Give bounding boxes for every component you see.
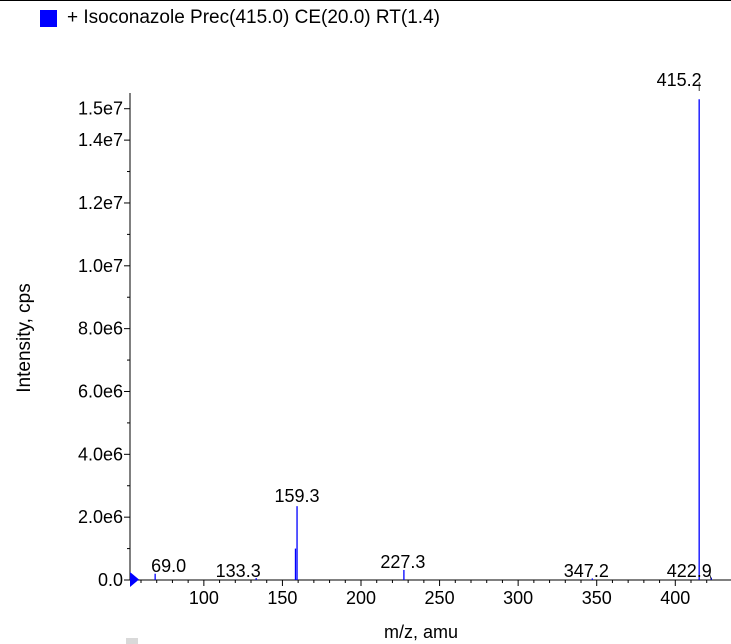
legend-swatch bbox=[40, 9, 57, 27]
top-border-line bbox=[0, 0, 731, 1]
y-tick-label: 8.0e6 bbox=[78, 319, 123, 339]
peak-label: 159.3 bbox=[275, 486, 320, 506]
peaks bbox=[154, 99, 712, 580]
peak-label: 422.9 bbox=[667, 561, 712, 581]
y-tick-label: 6.0e6 bbox=[78, 381, 123, 401]
peak-label-leader bbox=[708, 572, 712, 580]
y-axis-label: Intensity, cps bbox=[14, 283, 35, 392]
x-tick-label: 300 bbox=[503, 588, 533, 608]
x-tick-label: 150 bbox=[267, 588, 297, 608]
legend-label: + Isoconazole Prec(415.0) CE(20.0) RT(1.… bbox=[67, 7, 440, 28]
peak-label: 415.2 bbox=[657, 70, 702, 90]
x-tick-label: 200 bbox=[346, 588, 376, 608]
x-tick-label: 400 bbox=[660, 588, 690, 608]
x-tick-label: 350 bbox=[582, 588, 612, 608]
y-tick-label: 4.0e6 bbox=[78, 444, 123, 464]
y-tick-label: 1.4e7 bbox=[78, 130, 123, 150]
origin-marker bbox=[130, 572, 139, 587]
peak-label: 347.2 bbox=[564, 561, 609, 581]
x-axis-label: m/z, amu bbox=[384, 622, 458, 642]
y-tick-label: 1.0e7 bbox=[78, 256, 123, 276]
y-tick-label: 1.2e7 bbox=[78, 193, 123, 213]
y-tick-label: 1.5e7 bbox=[78, 99, 123, 119]
axes: 100 150 200 250 300 350 400 0.0 2.0e6 4.0e6 6.0e6 8… bbox=[78, 93, 731, 608]
x-tick-label: 100 bbox=[189, 588, 219, 608]
peak-label: 69.0 bbox=[151, 556, 186, 576]
legend: + Isoconazole Prec(415.0) CE(20.0) RT(1.… bbox=[40, 4, 440, 32]
y-tick-label: 2.0e6 bbox=[78, 507, 123, 527]
peak-label: 133.3 bbox=[216, 561, 261, 581]
y-tick-label: 0.0 bbox=[98, 570, 123, 590]
peak-label: 227.3 bbox=[380, 552, 425, 572]
legend-swatch-partial bbox=[126, 638, 138, 644]
x-tick-label: 250 bbox=[425, 588, 455, 608]
peak-labels: 69.0 133.3 159.3 227.3 347.2 415.2 422.9 bbox=[151, 70, 712, 581]
